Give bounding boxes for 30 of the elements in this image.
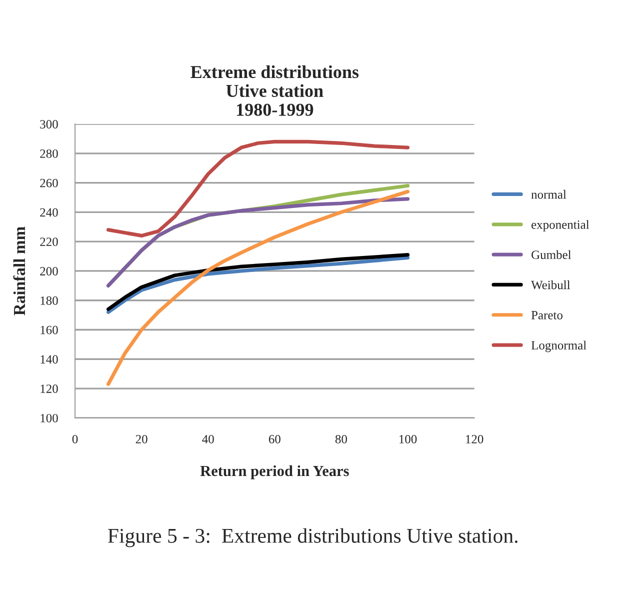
y-tick-label: 200 (40, 267, 58, 276)
y-tick-label: 300 (40, 120, 58, 128)
y-tick-label: 140 (40, 355, 58, 364)
y-tick-label: 120 (40, 384, 58, 393)
y-tick-label: 240 (40, 208, 58, 217)
legend-label: Gumbel (532, 250, 572, 260)
legend-label: Lognormal (531, 340, 586, 352)
x-tick-label: 0 (72, 434, 78, 444)
legend-label: exponential (532, 220, 590, 232)
x-axis-title: Return period in Years (200, 465, 349, 480)
line-series (106, 140, 410, 238)
caption: Figure 5 - 3: Extreme distributions Utive station. (108, 528, 518, 548)
y-axis-title: Rainfall mm (13, 226, 26, 316)
chart-title: Extreme distributions Utive station 1980-1999 (190, 65, 359, 116)
y-tick-label: 100 (40, 414, 58, 422)
legend-label: Pareto (531, 311, 562, 320)
y-tick-label: 280 (40, 149, 58, 158)
y-tick-label: 180 (40, 296, 58, 305)
x-tick-label: 20 (136, 434, 148, 444)
x-tick-label: 40 (202, 434, 214, 444)
x-tick-label: 80 (335, 434, 347, 444)
y-tick-label: 160 (40, 326, 58, 334)
y-tick-label: 220 (40, 238, 58, 246)
x-tick-label: 60 (268, 434, 280, 444)
legend-label: Weibull (531, 280, 570, 290)
legend-label: normal (531, 190, 566, 199)
y-tick-label: 260 (40, 178, 58, 188)
x-tick-label: 120 (466, 434, 484, 444)
line-series (106, 190, 410, 386)
x-tick-label: 100 (399, 434, 417, 444)
